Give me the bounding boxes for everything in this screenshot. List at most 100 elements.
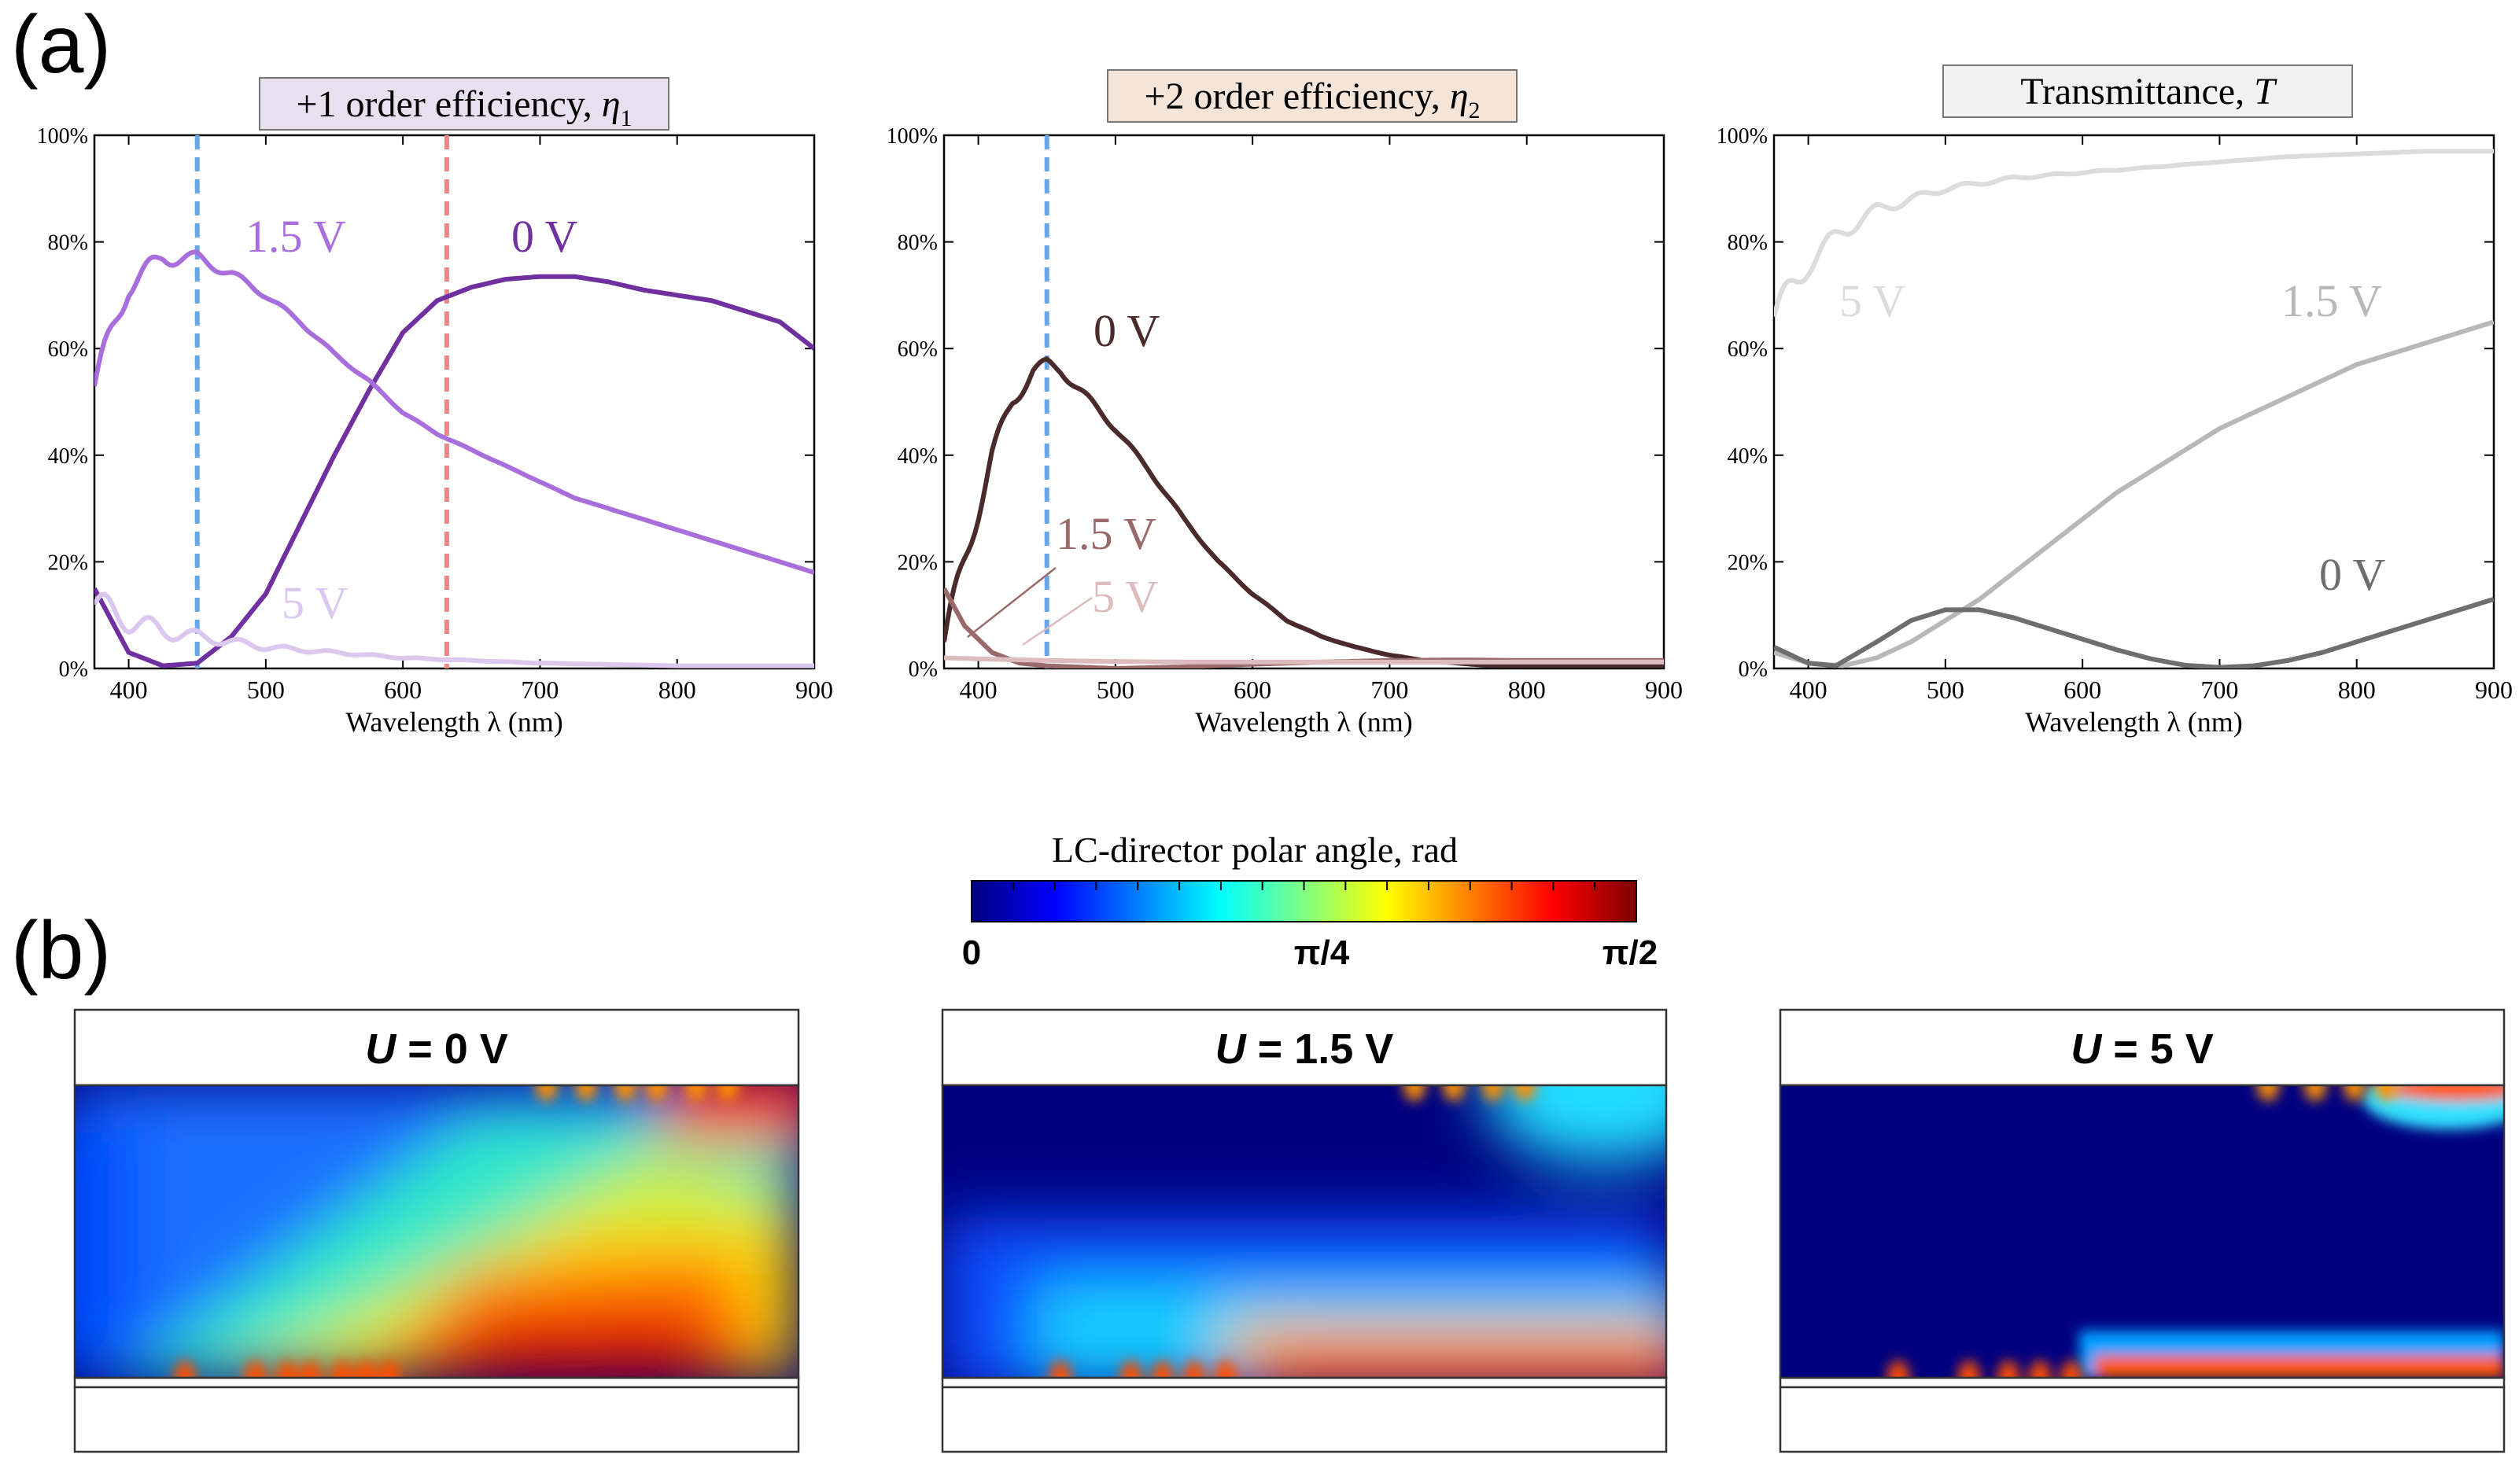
x-tick-label: 600 <box>2064 676 2101 704</box>
x-tick-label: 500 <box>1927 676 1964 704</box>
voltage-label: U = 1.5 V <box>1215 1026 1394 1073</box>
panel-a-label: (a) <box>11 0 111 90</box>
top-substrate <box>941 1008 1668 1087</box>
chart-title-symbol: T <box>2254 71 2277 112</box>
y-tick-label: 80% <box>1728 231 1768 256</box>
chart-title-box <box>259 77 669 131</box>
voltage-label-var: U <box>365 1026 397 1073</box>
voltage-label: U = 5 V <box>2071 1026 2214 1073</box>
x-axis-label: Wavelength λ (nm) <box>1195 706 1412 738</box>
series-label: 5 V <box>1092 571 1158 622</box>
series-line-15V <box>1774 319 2494 668</box>
y-tick-label: 100% <box>887 124 938 149</box>
chart-title-text: +1 order efficiency, <box>296 83 601 125</box>
y-tick-label: 60% <box>898 337 938 362</box>
y-tick-label: 0% <box>59 657 88 682</box>
bottom-substrate <box>1779 1386 2506 1453</box>
x-tick-label: 800 <box>2338 676 2376 704</box>
voltage-label-value: = 0 V <box>396 1026 508 1073</box>
y-tick-label: 60% <box>48 337 88 362</box>
voltage-label: U = 0 V <box>365 1026 508 1073</box>
series-label: 0 V <box>511 211 577 262</box>
x-tick-label: 700 <box>2200 676 2238 704</box>
chart-title: +1 order efficiency, η1 <box>296 83 632 131</box>
series-label: 5 V <box>1839 275 1905 326</box>
y-tick-label: 0% <box>909 657 938 682</box>
x-tick-label: 900 <box>2475 676 2513 704</box>
series-line-5V <box>944 655 1664 665</box>
series-label: 0 V <box>1094 305 1160 356</box>
x-axis-label: Wavelength λ (nm) <box>2025 706 2242 738</box>
series-label: 0 V <box>2319 549 2385 600</box>
director-field <box>1780 1085 2504 1378</box>
y-tick-label: 40% <box>898 444 938 469</box>
x-tick-label: 800 <box>1508 676 1546 704</box>
chart-transmittance: 400 500 600 700 800 900 0% 20% 40% 60% 80% 100% Wave… <box>1717 64 2513 738</box>
x-tick-label: 900 <box>1645 676 1683 704</box>
voltage-label-var: U <box>2071 1026 2103 1073</box>
chart-title-text: +2 order efficiency, <box>1144 75 1449 117</box>
colorbar-tick-pi2: π/2 <box>1602 933 1658 972</box>
series-label: 1.5 V <box>1056 508 1156 559</box>
y-tick-label: 100% <box>37 124 88 149</box>
y-tick-label: 40% <box>48 444 88 469</box>
x-tick-label: 400 <box>960 676 998 704</box>
chart-title-subscript: 1 <box>621 105 633 131</box>
director-field <box>75 1085 798 1378</box>
director-map-5V: U = 5 V <box>1779 1008 2506 1453</box>
x-tick-label: 800 <box>658 676 696 704</box>
x-tick-label: 700 <box>521 676 559 704</box>
y-tick-label: 20% <box>898 551 938 575</box>
series-label: 1.5 V <box>245 211 346 262</box>
plot-frame <box>1772 134 2495 670</box>
chart-title-text: Transmittance, <box>2020 71 2254 112</box>
electrode-strip <box>1779 1376 2506 1389</box>
bottom-substrate <box>73 1386 800 1453</box>
colorbar-tick-pi4: π/4 <box>1294 933 1350 972</box>
colorbar: LC-director polar angle, rad 0 π/4 π/2 <box>962 830 1658 972</box>
x-tick-label: 400 <box>110 676 148 704</box>
y-tick-label: 80% <box>48 231 88 256</box>
chart-title-box <box>1107 69 1518 123</box>
x-tick-label: 500 <box>247 676 285 704</box>
director-map-0V: U = 0 V <box>73 1008 800 1453</box>
bottom-substrate <box>941 1386 1668 1453</box>
series-label: 5 V <box>282 577 348 628</box>
chart-plus2-order-efficiency: 400 500 600 700 800 900 0% 20% 40% 60% 80% 100% Wave… <box>887 69 1683 738</box>
y-tick-label: 100% <box>1717 124 1768 149</box>
chart-title-symbol: η <box>1450 75 1469 117</box>
x-tick-label: 500 <box>1097 676 1134 704</box>
electrode-strip <box>73 1376 800 1389</box>
y-tick-label: 0% <box>1739 657 1768 682</box>
series-label: 1.5 V <box>2281 275 2382 326</box>
chart-title: Transmittance, T <box>2020 71 2277 112</box>
y-tick-label: 80% <box>898 231 938 256</box>
series-line-5V <box>94 591 814 668</box>
series-line-15V <box>94 249 814 575</box>
x-tick-label: 900 <box>795 676 833 704</box>
chart-title-symbol: η <box>602 83 621 125</box>
chart-title-box <box>1942 64 2353 118</box>
top-substrate <box>1779 1008 2506 1087</box>
x-tick-label: 600 <box>1234 676 1271 704</box>
series-line-0V <box>944 356 1664 668</box>
x-tick-label: 400 <box>1790 676 1827 704</box>
y-tick-label: 20% <box>1728 551 1768 575</box>
electrode-strip <box>941 1376 1668 1389</box>
voltage-label-var: U <box>1215 1026 1248 1073</box>
series-line-0V <box>94 274 814 668</box>
director-field <box>942 1085 1666 1378</box>
colorbar-tick-0: 0 <box>962 933 981 972</box>
colorbar-title: LC-director polar angle, rad <box>1052 830 1458 870</box>
voltage-label-value: = 5 V <box>2101 1026 2214 1073</box>
chart-title: +2 order efficiency, η2 <box>1144 75 1480 123</box>
series-line-0V <box>1774 597 2494 668</box>
chart-plus1-order-efficiency: 400 500 600 700 800 900 0% 20% 40% 60% 80% 100% Wave… <box>37 77 833 738</box>
label-leader-line <box>1022 596 1093 646</box>
plot-frame <box>93 134 816 670</box>
top-substrate <box>73 1008 800 1087</box>
y-tick-label: 40% <box>1728 444 1768 469</box>
series-line-5V <box>1774 149 2494 318</box>
